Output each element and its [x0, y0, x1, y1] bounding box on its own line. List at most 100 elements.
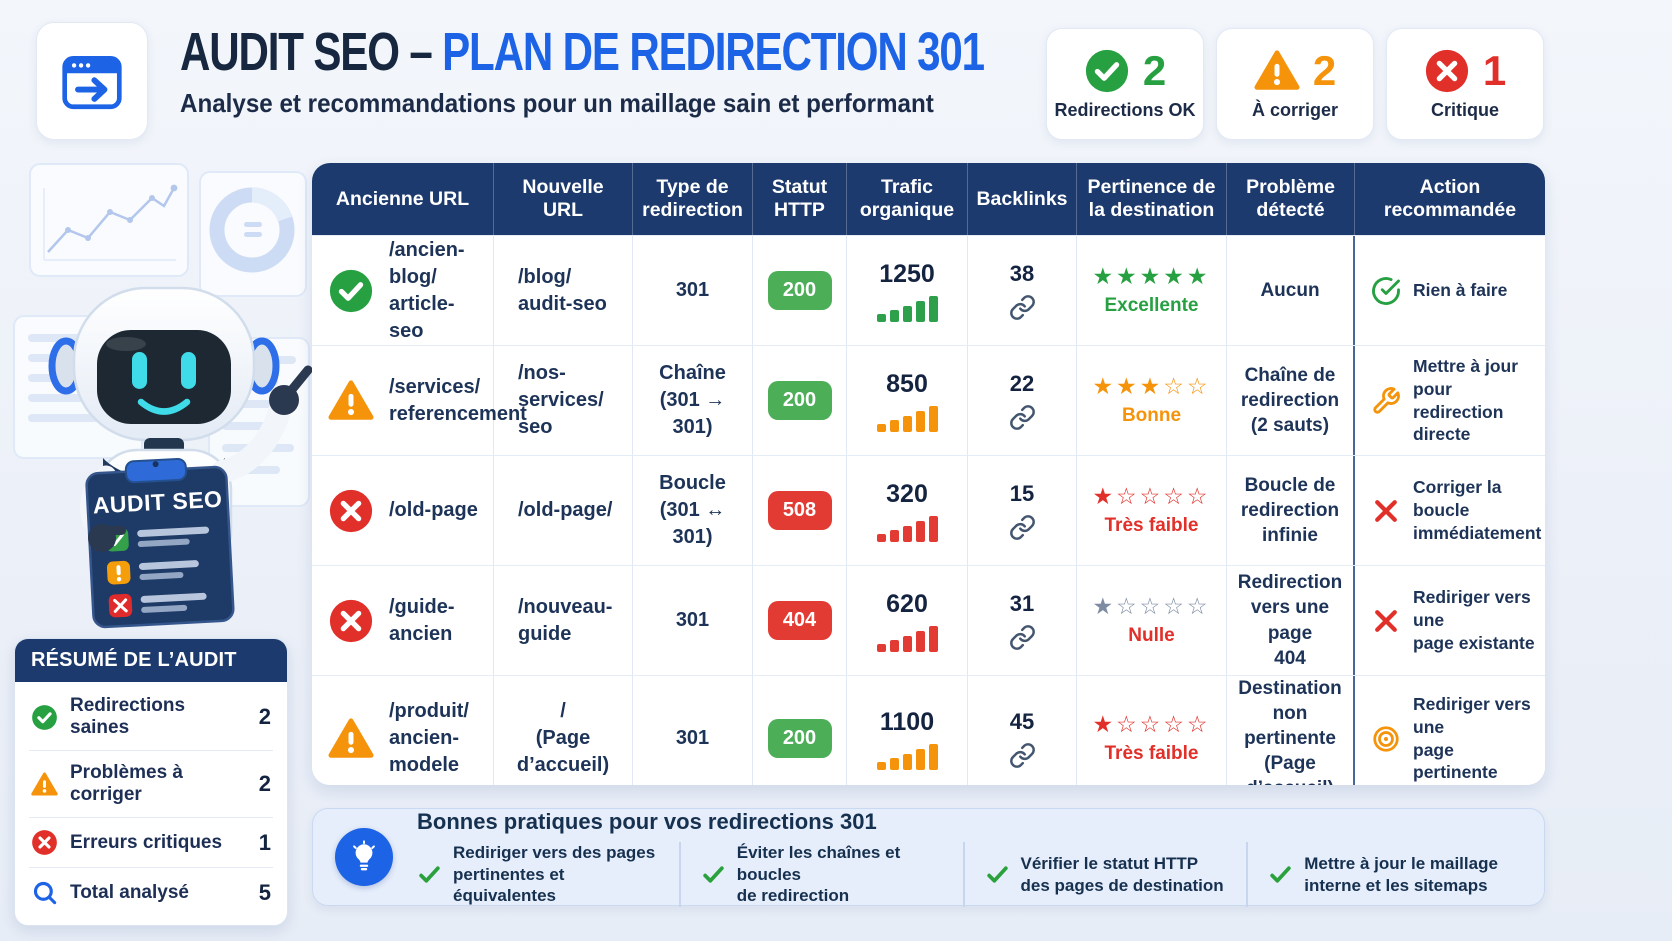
problem-text: Aucun [1260, 279, 1320, 301]
search-icon [33, 881, 57, 905]
x-mark-icon [1375, 499, 1397, 522]
redirect-type: Boucle (301 ↔ 301) [659, 472, 726, 548]
relevance-stars: ★☆☆☆☆ [1092, 710, 1211, 737]
column-header: Nouvelle URL [494, 163, 633, 235]
robot-mascot-illustration: AUDIT SEO [4, 148, 316, 635]
new-url: / (Page d’accueil) [516, 700, 610, 777]
traffic-value: 850 [886, 369, 928, 398]
summary-value: 5 [258, 879, 271, 905]
badge-critique: 1 Critique [1386, 28, 1544, 140]
badge-label: À corriger [1251, 100, 1339, 120]
lightbulb-badge [335, 828, 393, 886]
redirect-type: 301 [675, 279, 710, 301]
status-critical-icon [329, 489, 373, 532]
status-warning-icon [328, 379, 374, 420]
link-icon [1009, 742, 1036, 769]
summary-value: 2 [258, 771, 271, 796]
action-text: Rediriger vers une page pertinente [1413, 694, 1531, 783]
relevance-label: Nulle [1128, 624, 1175, 646]
traffic-sparkline [876, 625, 938, 652]
traffic-sparkline [876, 405, 938, 432]
x-circle-icon [1425, 49, 1468, 93]
badge-label: Redirections OK [1054, 100, 1196, 120]
column-header: Trafic organique [847, 163, 968, 235]
practice-text: Vérifier le statut HTTP des pages de des… [1020, 853, 1224, 895]
relevance-label: Très faible [1104, 742, 1199, 764]
traffic-sparkline [876, 515, 938, 542]
backlinks-count: 15 [1009, 480, 1035, 506]
problem-text: Destination non pertinente (Page d’accue… [1238, 678, 1342, 785]
status-ok-icon [329, 269, 373, 312]
warning-triangle-icon [1254, 50, 1300, 90]
practice-text: Éviter les chaînes et boucles de redirec… [736, 842, 901, 906]
summary-value: 1 [258, 829, 271, 855]
old-url: /produit/ ancien-modele [389, 700, 469, 777]
practice-text: Mettre à jour le maillage interne et les… [1304, 853, 1498, 895]
old-url: /services/ referencement [389, 375, 527, 425]
relevance-stars: ★☆☆☆☆ [1092, 592, 1211, 619]
backlinks-count: 38 [1009, 260, 1035, 286]
best-practices-title: Bonnes pratiques pour vos redirections 3… [417, 808, 877, 834]
target-icon [1373, 726, 1399, 752]
badge-label: Critique [1430, 100, 1499, 120]
traffic-value: 1100 [879, 707, 935, 736]
best-practices-panel: Bonnes pratiques pour vos redirections 3… [312, 808, 1545, 908]
x-circle-icon [32, 830, 57, 855]
new-url: /blog/ audit-seo [518, 265, 607, 315]
redirect-type: 301 [675, 609, 710, 631]
new-url: /old-page/ [518, 499, 613, 521]
old-url: /guide-ancien [389, 595, 455, 645]
check-circle-icon [1085, 49, 1128, 93]
link-icon [1009, 624, 1036, 651]
relevance-label: Excellente [1104, 294, 1199, 316]
traffic-sparkline [876, 295, 938, 322]
summary-row-corriger: Problèmes à corriger 2 [29, 751, 273, 818]
action-text: Corriger la boucle immédiatement [1413, 477, 1542, 543]
x-mark-icon [1375, 609, 1397, 632]
practice-item: Éviter les chaînes et boucles de redirec… [678, 841, 963, 908]
lightbulb-icon [353, 840, 375, 871]
action-text: Rediriger vers une page existante [1413, 587, 1535, 653]
page-subtitle: Analyse et recommandations pour un maill… [180, 88, 934, 119]
summary-value: 2 [258, 704, 271, 729]
practice-item: Mettre à jour le maillage interne et les… [1246, 841, 1530, 908]
action-text: Mettre à jour pour redirection directe [1413, 356, 1519, 445]
traffic-value: 1250 [879, 259, 935, 288]
wrench-icon [1373, 386, 1400, 414]
http-status-badge: 404 [767, 601, 832, 640]
audit-summary-panel: RÉSUMÉ DE L’AUDIT Redirections saines 2 … [14, 638, 288, 926]
problem-text: Redirection vers une page 404 [1237, 572, 1343, 669]
redirect-type: Chaîne (301 → 301) [659, 362, 726, 438]
page-title: AUDIT SEO – PLAN DE REDIRECTION 301 [180, 22, 985, 82]
status-badges: 2 Redirections OK 2 À corriger 1 Critiqu… [1046, 28, 1544, 140]
browser-redirect-icon [62, 56, 122, 110]
traffic-value: 320 [886, 479, 928, 508]
problem-text: Boucle de redirection infinie [1240, 474, 1340, 547]
check-circle-icon [32, 704, 57, 730]
warning-triangle-icon [31, 771, 58, 795]
traffic-sparkline [876, 743, 938, 770]
traffic-value: 620 [886, 589, 928, 618]
old-url: /old-page [389, 499, 478, 521]
backlinks-count: 31 [1009, 590, 1035, 616]
redirect-audit-table: Ancienne URL Nouvelle URL Type de redire… [312, 163, 1545, 785]
http-status-badge: 508 [767, 491, 832, 530]
problem-text: Chaîne de redirection (2 sauts) [1240, 364, 1340, 437]
relevance-stars: ★★★☆☆ [1092, 372, 1211, 399]
relevance-label: Bonne [1121, 404, 1182, 426]
check-icon [986, 866, 1008, 883]
badge-a-corriger: 2 À corriger [1216, 28, 1374, 140]
http-status-badge: 200 [767, 381, 832, 420]
summary-row-total: Total analysé 5 [29, 868, 273, 917]
summary-label: Problèmes à corriger [70, 762, 183, 805]
summary-row-saines: Redirections saines 2 [29, 684, 273, 751]
column-header: Action recommandée [1383, 176, 1517, 221]
page-title-blue: PLAN DE REDIRECTION 301 [442, 22, 985, 82]
relevance-stars: ★★★★★ [1092, 262, 1211, 289]
status-warning-icon [328, 718, 374, 758]
badge-count: 2 [1312, 47, 1337, 94]
http-status-badge: 200 [767, 271, 832, 310]
link-icon [1009, 514, 1036, 541]
new-url: /nos-services/ seo [518, 362, 604, 438]
